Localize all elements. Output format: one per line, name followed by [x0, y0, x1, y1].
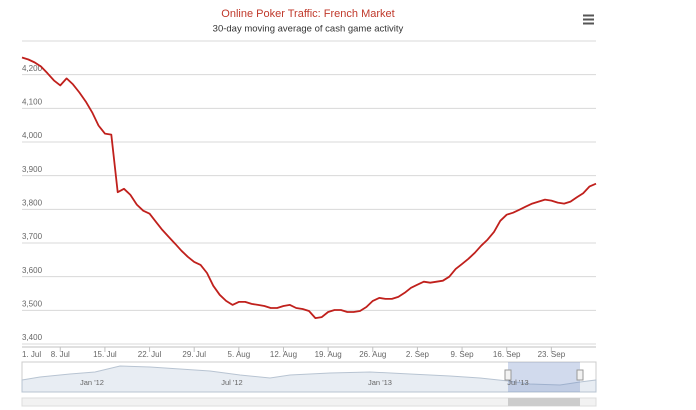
x-tick-label: 23. Sep — [538, 350, 566, 359]
navigator-handle[interactable] — [504, 369, 512, 381]
y-tick-label: 3,400 — [22, 333, 43, 342]
x-tick-label: 2. Sep — [406, 350, 430, 359]
menu-bar — [583, 18, 594, 21]
x-tick-label: 8. Jul — [51, 350, 70, 359]
x-tick-label: 22. Jul — [138, 350, 162, 359]
navigator-label: Jan '12 — [80, 378, 104, 387]
chart-title: Online Poker Traffic: French Market — [221, 8, 394, 20]
scrollbar-thumb[interactable] — [508, 398, 580, 406]
y-tick-label: 3,700 — [22, 232, 43, 241]
x-tick-label: 5. Aug — [228, 350, 251, 359]
menu-button[interactable] — [580, 11, 597, 27]
navigator — [21, 361, 597, 407]
x-tick-label: 29. Jul — [182, 350, 206, 359]
x-tick-label: 12. Aug — [270, 350, 297, 359]
y-tick-label: 4,200 — [22, 64, 43, 73]
x-tick-label: 15. Jul — [93, 350, 117, 359]
y-tick-label: 3,500 — [22, 299, 43, 308]
menu-bar — [583, 22, 594, 25]
navigator-label: Jul '12 — [221, 378, 242, 387]
x-tick-label: 16. Sep — [493, 350, 521, 359]
x-tick-label: 26. Aug — [359, 350, 386, 359]
y-tick-label: 3,600 — [22, 266, 43, 275]
menu-bar — [583, 14, 594, 17]
y-tick-label: 4,000 — [22, 131, 43, 140]
navigator-selection[interactable] — [508, 362, 580, 392]
scrollbar[interactable] — [21, 397, 597, 407]
y-tick-label: 3,800 — [22, 198, 43, 207]
y-tick-label: 3,900 — [22, 165, 43, 174]
chart-subtitle: 30-day moving average of cash game activ… — [213, 24, 404, 35]
x-tick-label: 9. Sep — [450, 350, 474, 359]
navigator-handle[interactable] — [576, 369, 584, 381]
navigator-label: Jan '13 — [368, 378, 392, 387]
y-tick-label: 4,100 — [22, 97, 43, 106]
x-tick-label: 1. Jul — [22, 350, 41, 359]
navigator-label: Jul '13 — [507, 378, 528, 387]
line-series — [21, 56, 597, 319]
x-tick-label: 19. Aug — [315, 350, 342, 359]
navigator-series — [21, 365, 597, 393]
